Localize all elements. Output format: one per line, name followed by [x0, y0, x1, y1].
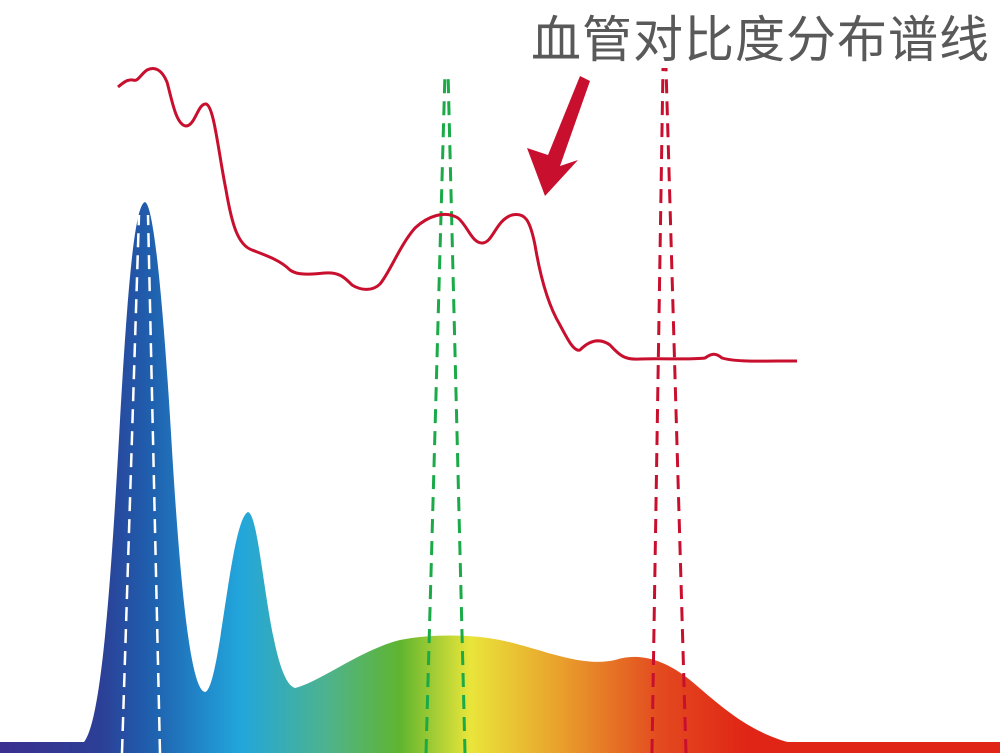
green-markers [424, 71, 467, 753]
spectrum-baseline [0, 742, 1000, 753]
red-marker-left [650, 67, 665, 753]
red-marker-right [664, 67, 688, 753]
blue-peak-marker-left [120, 214, 141, 753]
contrast-curve [117, 67, 798, 363]
blue-peak-markers [120, 214, 162, 753]
green-marker-right [446, 71, 467, 753]
diagram-title: 血管对比度分布谱线 [531, 11, 990, 69]
spectrum-area [0, 202, 1000, 745]
arrow-icon [527, 76, 590, 196]
green-marker-left [424, 71, 447, 753]
red-markers [650, 67, 688, 753]
blue-peak-marker-right [146, 214, 162, 753]
